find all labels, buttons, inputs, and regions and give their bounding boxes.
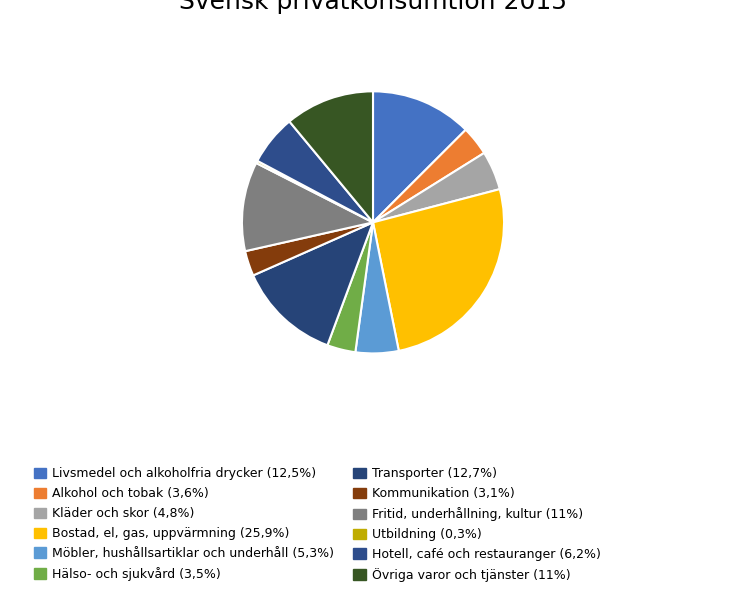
Wedge shape xyxy=(253,222,373,345)
Wedge shape xyxy=(289,91,373,222)
Wedge shape xyxy=(373,91,466,222)
Legend: Livsmedel och alkoholfria drycker (12,5%), Alkohol och tobak (3,6%), Kläder och : Livsmedel och alkoholfria drycker (12,5%… xyxy=(28,463,606,586)
Wedge shape xyxy=(373,153,500,222)
Wedge shape xyxy=(257,122,373,222)
Wedge shape xyxy=(373,189,504,351)
Wedge shape xyxy=(245,222,373,275)
Wedge shape xyxy=(373,130,484,222)
Wedge shape xyxy=(242,163,373,251)
Wedge shape xyxy=(355,222,399,353)
Wedge shape xyxy=(256,161,373,222)
Wedge shape xyxy=(327,222,373,352)
Title: Svensk privatkonsumtion 2015: Svensk privatkonsumtion 2015 xyxy=(179,0,567,14)
